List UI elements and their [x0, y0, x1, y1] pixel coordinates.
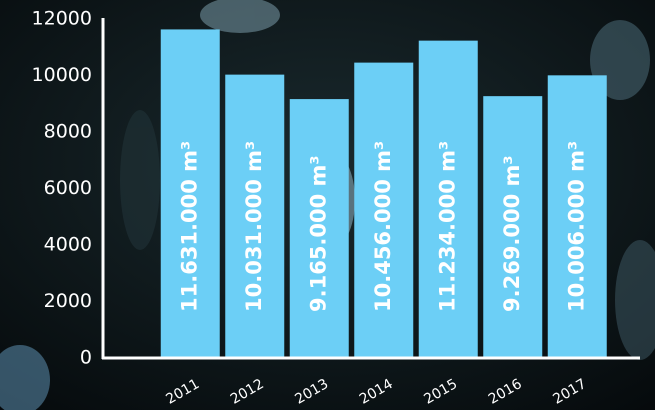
bar — [354, 62, 414, 358]
y-tick-label: 8000 — [44, 121, 92, 143]
bar — [483, 96, 543, 358]
bar — [160, 29, 220, 358]
value-label: 11.234.000 m³ — [435, 141, 459, 312]
value-label: 9.269.000 m³ — [500, 155, 524, 312]
y-tick-label: 4000 — [44, 234, 92, 256]
bar — [225, 74, 285, 358]
bar — [418, 40, 478, 359]
value-label: 10.031.000 m³ — [242, 141, 266, 312]
bar — [547, 75, 607, 358]
y-tick-label: 12000 — [32, 8, 92, 30]
plot-area: 020004000600080001000012000201111.631.00… — [32, 8, 607, 408]
y-tick-label: 2000 — [44, 290, 92, 312]
value-label: 10.006.000 m³ — [564, 141, 588, 312]
y-tick-label: 10000 — [32, 64, 92, 86]
bar — [289, 99, 349, 359]
value-label: 11.631.000 m³ — [177, 141, 201, 312]
y-tick-label: 6000 — [44, 177, 92, 199]
value-label: 10.456.000 m³ — [371, 141, 395, 312]
value-label: 9.165.000 m³ — [306, 155, 330, 312]
y-tick-label: 0 — [80, 347, 92, 369]
